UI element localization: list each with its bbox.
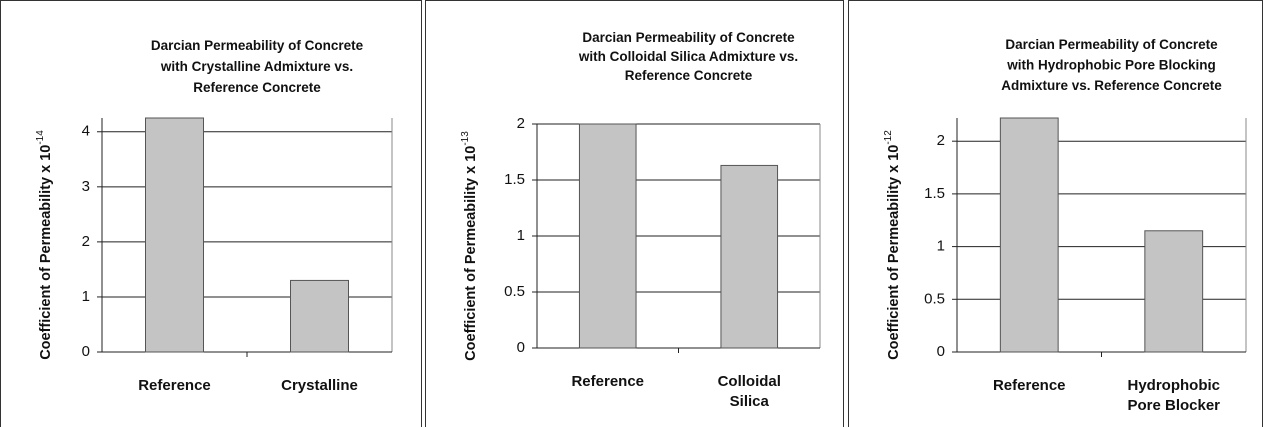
y-tick-label: 0 [517,339,525,356]
x-tick-label: Colloidal Silica [718,373,781,410]
x-tick-label: Hydrophobic Pore Blocker [1127,377,1220,414]
bar [720,164,779,349]
bar [999,117,1059,353]
y-axis-label-text: Coefficient of Permeability x 10 [886,145,902,360]
bar [145,117,204,353]
y-axis-label-exponent: -14 [35,130,46,145]
y-tick-label: 2 [82,233,90,250]
y-tick-label: 4 [82,123,90,140]
y-tick-label: 0 [82,343,90,360]
y-tick-label: 2 [937,132,945,149]
chart-title: Darcian Permeability of Concrete with Cry… [151,38,364,95]
y-tick-label: 0.5 [504,283,525,300]
y-axis-label-exponent: -13 [460,131,471,146]
y-axis-label-text: Coefficient of Permeability x 10 [463,146,479,361]
y-tick-label: 1.5 [924,185,945,202]
x-tick-label: Reference [571,373,644,390]
chart-title: Darcian Permeability of Concrete with Hyd… [1001,37,1222,93]
y-tick-label: 2 [517,115,525,132]
y-tick-label: 1 [82,288,90,305]
y-axis-label: Coefficient of Permeability x 10-13 [460,131,479,361]
bar [290,279,349,353]
y-tick-label: 0.5 [924,290,945,307]
bar [578,123,637,349]
y-tick-label: 3 [82,178,90,195]
panel-border [0,0,422,427]
y-tick-label: 1.5 [504,171,525,188]
y-axis-label-exponent: -12 [883,130,894,145]
y-tick-label: 1 [517,227,525,244]
y-tick-label: 1 [937,238,945,255]
chart-title: Darcian Permeability of Concrete with Col… [578,30,798,83]
x-tick-label: Crystalline [281,377,358,394]
y-axis-label-text: Coefficient of Permeability x 10 [38,145,54,360]
y-tick-label: 0 [937,343,945,360]
y-axis-label: Coefficient of Permeability x 10-14 [35,130,54,360]
x-tick-label: Reference [993,377,1066,394]
bar [1144,230,1204,353]
panel-border [425,0,844,427]
y-axis-label: Coefficient of Permeability x 10-12 [883,130,902,360]
x-tick-label: Reference [138,377,211,394]
